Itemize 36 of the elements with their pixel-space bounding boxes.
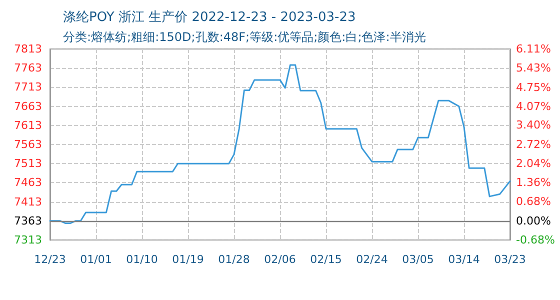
y2-tick-label: 0.00% — [516, 214, 551, 228]
x-tick-label: 01/28 — [218, 253, 250, 266]
line-series — [49, 64, 511, 224]
y-tick-label: 7563 — [14, 138, 42, 151]
y-tick-label: 7613 — [14, 118, 42, 132]
x-tick-label: 02/06 — [264, 253, 296, 266]
y-tick-label: 7713 — [14, 80, 42, 94]
y2-tick-label: 4.07% — [516, 100, 551, 113]
y2-tick-label: 1.36% — [516, 176, 551, 190]
y-tick-label: 7313 — [14, 234, 42, 246]
x-tick-label: 03/14 — [448, 253, 480, 266]
y2-tick-label: -0.68% — [516, 234, 555, 246]
x-tick-label: 03/05 — [402, 253, 434, 266]
chart-title: 涤纶POY 浙江 生产价 2022-12-23 - 2023-03-23 — [63, 10, 356, 25]
chart-subtitle: 分类:熔体纺;粗细:150D;孔数:48F;等级:优等品;颜色:白;色泽:半消光 — [63, 30, 426, 44]
y-tick-label: 7663 — [14, 100, 42, 113]
y-tick-label: 7463 — [14, 176, 42, 190]
x-tick-label: 01/10 — [126, 253, 158, 266]
x-tick-label: 02/15 — [310, 253, 342, 266]
y2-tick-label: 5.43% — [516, 62, 551, 75]
y-tick-label: 7763 — [14, 62, 42, 75]
y-tick-label: 7813 — [14, 42, 42, 56]
y2-tick-label: 4.75% — [516, 80, 551, 94]
x-tick-label: 02/24 — [356, 253, 388, 266]
y2-tick-label: 0.68% — [516, 195, 551, 208]
x-tick-label: 03/23 — [494, 253, 526, 266]
y2-tick-label: 2.04% — [516, 156, 551, 170]
y-tick-label: 7413 — [14, 195, 42, 208]
y-tick-label: 7513 — [14, 157, 42, 170]
x-tick-label: 01/19 — [172, 253, 204, 266]
y2-tick-label: 2.72% — [516, 138, 551, 151]
y2-tick-label: 3.40% — [516, 118, 551, 132]
x-tick-label: 12/23 — [34, 253, 66, 266]
x-tick-label: 01/01 — [80, 253, 112, 266]
y-tick-label: 7363 — [14, 214, 42, 228]
y2-tick-label: 6.11% — [516, 42, 551, 56]
